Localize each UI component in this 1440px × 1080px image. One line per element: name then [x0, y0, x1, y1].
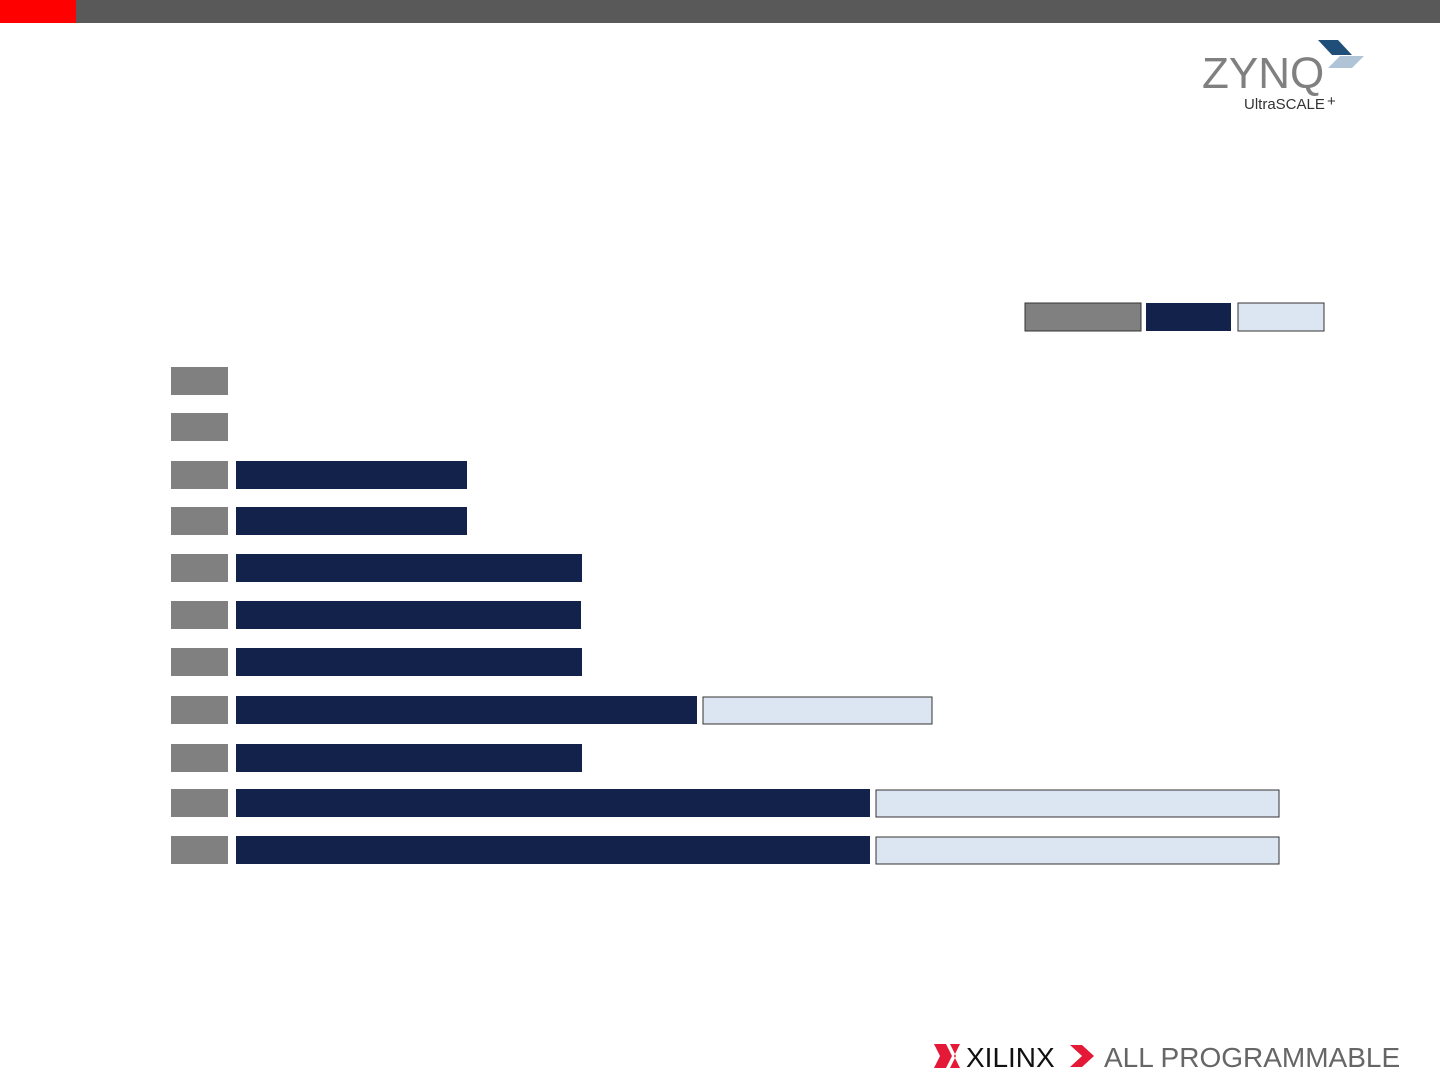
top-bar [0, 0, 1440, 23]
bar-gray [171, 744, 228, 772]
bar-navy [236, 461, 467, 489]
legend [1024, 302, 1325, 332]
zynq-logo: ZYNQ UltraSCALE + [1202, 40, 1364, 113]
footer-arrow [1070, 1045, 1094, 1067]
bar-navy [236, 648, 582, 676]
xilinx-mark [934, 1044, 952, 1068]
logo-plus: + [1327, 93, 1336, 110]
bar-gray [171, 461, 228, 489]
bar-gray [171, 836, 228, 864]
legend-swatch [1024, 302, 1142, 332]
bar-navy [236, 696, 697, 724]
xilinx-mark [950, 1044, 960, 1068]
bar-light [875, 789, 1280, 818]
bar-navy [236, 601, 581, 629]
logo-name: ZYNQ [1202, 49, 1324, 98]
bar-navy [236, 744, 582, 772]
bar-gray [171, 696, 228, 724]
bar-navy [236, 554, 582, 582]
logo-mark [1318, 40, 1352, 55]
top-accent [0, 0, 76, 23]
footer-tagline: ALL PROGRAMMABLE [1104, 1042, 1400, 1073]
bar-navy [236, 507, 467, 535]
legend-swatch [1237, 302, 1325, 332]
bar-gray [171, 507, 228, 535]
bars [171, 367, 1280, 865]
bar-gray [171, 789, 228, 817]
bar-gray [171, 554, 228, 582]
legend-swatch [1146, 303, 1231, 331]
logo-mark [1328, 56, 1364, 68]
footer-brand: XILINX [966, 1042, 1055, 1073]
bar-gray [171, 648, 228, 676]
bar-navy [236, 836, 870, 864]
bar-gray [171, 601, 228, 629]
logo-sub: UltraSCALE [1244, 96, 1325, 113]
bar-light [875, 836, 1280, 865]
bar-gray [171, 367, 228, 395]
footer-logo: XILINX ALL PROGRAMMABLE [934, 1042, 1400, 1073]
bar-navy [236, 789, 870, 817]
bar-gray [171, 413, 228, 441]
bar-light [702, 696, 933, 725]
